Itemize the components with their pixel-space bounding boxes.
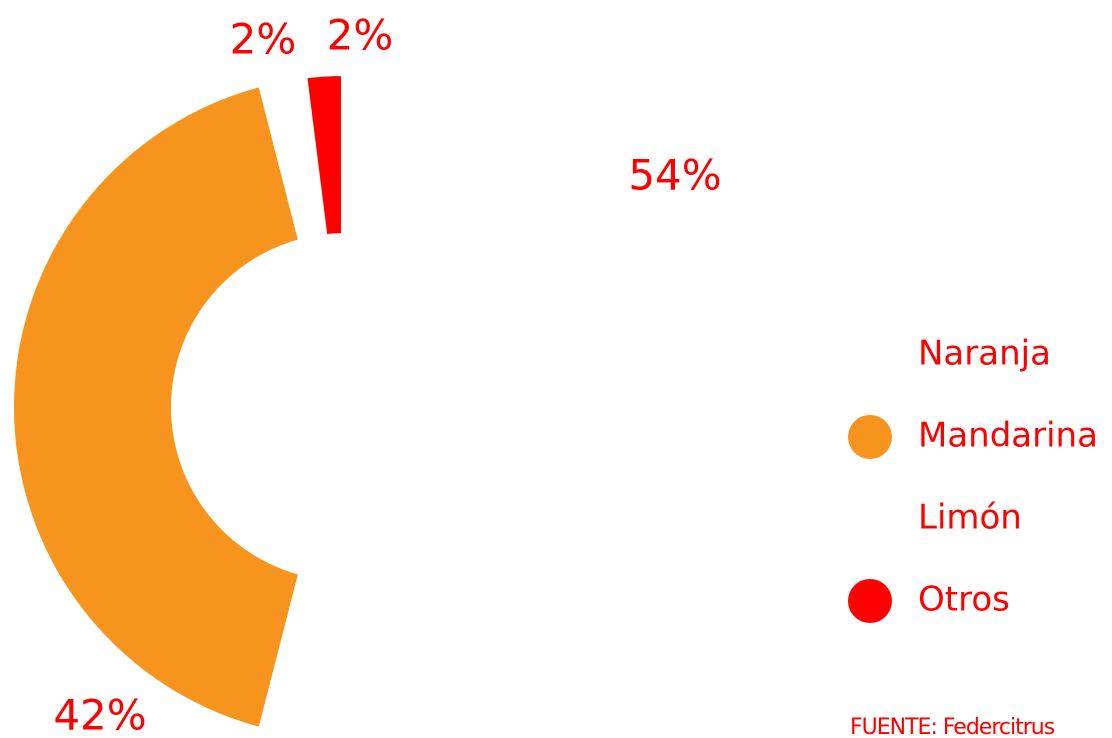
legend-swatch xyxy=(848,415,892,459)
donut-slice xyxy=(6,77,308,737)
data-label: 2% xyxy=(327,11,394,60)
data-label: 2% xyxy=(230,15,297,64)
donut-slice xyxy=(298,67,349,243)
legend-label: Mandarina xyxy=(918,416,1098,456)
legend-label: Naranja xyxy=(918,334,1051,374)
donut-slice xyxy=(256,67,684,738)
legend-swatch xyxy=(848,579,892,623)
legend-label: Limón xyxy=(918,498,1022,538)
data-label: 42% xyxy=(53,691,146,738)
source: FUENTE: Federcitrus xyxy=(850,715,1055,738)
legend-label: Otros xyxy=(918,580,1010,620)
legend-swatch xyxy=(848,333,892,377)
data-label: 54% xyxy=(628,151,721,200)
legend-swatch xyxy=(848,497,892,541)
